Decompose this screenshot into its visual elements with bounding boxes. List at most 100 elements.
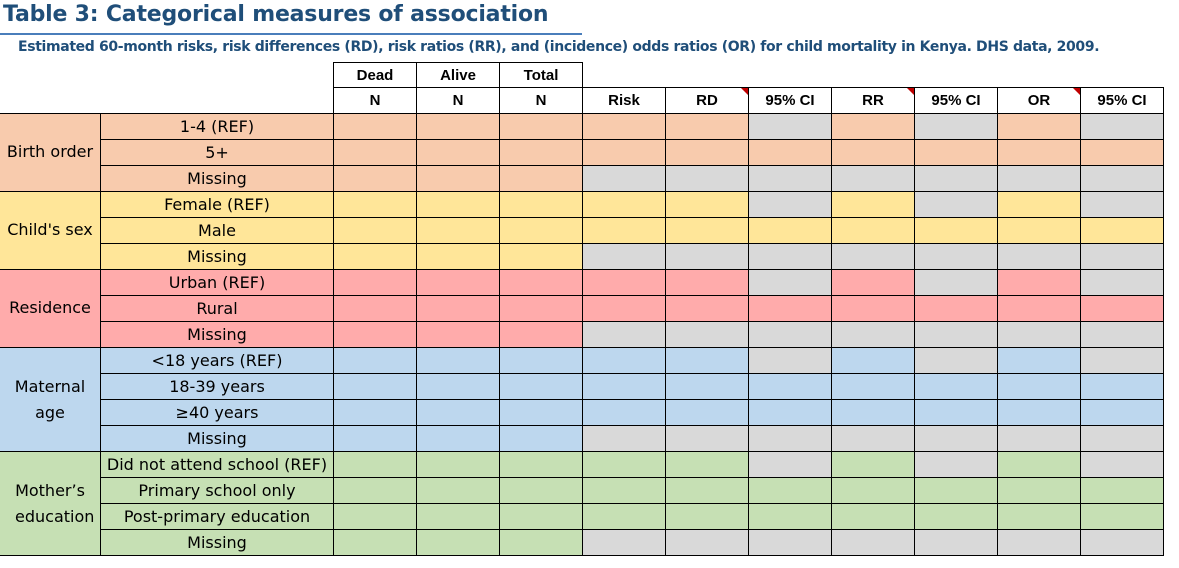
data-cell — [1080, 425, 1164, 453]
row-label: Missing — [100, 242, 334, 270]
data-cell — [1080, 190, 1164, 218]
data-cell — [831, 399, 915, 427]
data-cell — [1080, 373, 1164, 401]
row-label: Urban (REF) — [100, 268, 334, 296]
group-label-3: Maternal age — [0, 346, 101, 453]
data-cell — [416, 138, 500, 166]
data-cell — [416, 399, 500, 427]
row-label: Female (REF) — [100, 190, 334, 218]
data-cell — [665, 164, 749, 192]
data-cell — [416, 242, 500, 270]
row-label: Missing — [100, 425, 334, 453]
data-cell — [582, 294, 666, 322]
data-cell — [1080, 346, 1164, 374]
data-cell — [416, 425, 500, 453]
data-cell — [665, 529, 749, 557]
data-cell — [333, 477, 417, 505]
group-label-text: Residence — [9, 298, 91, 318]
row-label: 5+ — [100, 138, 334, 166]
data-cell — [665, 112, 749, 140]
data-cell — [748, 268, 832, 296]
data-cell — [914, 503, 998, 531]
data-cell — [1080, 294, 1164, 322]
data-cell — [416, 373, 500, 401]
comment-marker-icon — [907, 88, 914, 95]
data-cell — [416, 320, 500, 348]
data-cell — [333, 425, 417, 453]
header-col-3: Risk — [582, 87, 666, 114]
data-cell — [748, 242, 832, 270]
data-cell — [499, 451, 583, 479]
data-cell — [333, 294, 417, 322]
data-cell — [416, 503, 500, 531]
data-cell — [582, 373, 666, 401]
data-cell — [582, 503, 666, 531]
data-cell — [914, 190, 998, 218]
data-cell — [333, 529, 417, 557]
data-cell — [333, 268, 417, 296]
data-cell — [333, 503, 417, 531]
data-cell — [997, 346, 1081, 374]
data-cell — [1080, 451, 1164, 479]
data-cell — [831, 138, 915, 166]
table-subtitle: Estimated 60-month risks, risk differenc… — [18, 39, 1100, 55]
data-cell — [997, 399, 1081, 427]
data-cell — [914, 529, 998, 557]
row-label: 1-4 (REF) — [100, 112, 334, 140]
data-cell — [748, 346, 832, 374]
data-cell — [1080, 477, 1164, 505]
header-col-1: N — [416, 87, 500, 114]
header-dead: Dead — [333, 62, 417, 88]
data-cell — [997, 451, 1081, 479]
data-cell — [1080, 138, 1164, 166]
data-cell — [582, 190, 666, 218]
data-cell — [831, 190, 915, 218]
data-cell — [748, 190, 832, 218]
header-col-0: N — [333, 87, 417, 114]
data-cell — [665, 346, 749, 374]
data-cell — [582, 242, 666, 270]
data-cell — [1080, 399, 1164, 427]
data-cell — [499, 503, 583, 531]
data-cell — [416, 216, 500, 244]
data-cell — [499, 112, 583, 140]
data-cell — [1080, 164, 1164, 192]
row-label: Missing — [100, 164, 334, 192]
data-cell — [665, 320, 749, 348]
data-cell — [416, 268, 500, 296]
header-col-8: OR — [997, 87, 1081, 114]
data-cell — [665, 242, 749, 270]
data-cell — [831, 477, 915, 505]
data-cell — [499, 190, 583, 218]
group-label-text: Birth order — [6, 142, 94, 162]
data-cell — [333, 399, 417, 427]
data-cell — [1080, 503, 1164, 531]
data-cell — [997, 216, 1081, 244]
data-cell — [997, 373, 1081, 401]
data-cell — [831, 425, 915, 453]
data-cell — [997, 138, 1081, 166]
data-cell — [997, 164, 1081, 192]
data-cell — [748, 451, 832, 479]
data-cell — [748, 373, 832, 401]
data-cell — [831, 112, 915, 140]
data-cell — [748, 425, 832, 453]
page-title: Table 3: Categorical measures of associa… — [3, 2, 549, 27]
data-cell — [748, 399, 832, 427]
data-cell — [416, 477, 500, 505]
data-cell — [333, 112, 417, 140]
data-cell — [499, 399, 583, 427]
data-cell — [914, 320, 998, 348]
data-cell — [499, 320, 583, 348]
data-cell — [748, 529, 832, 557]
data-cell — [582, 451, 666, 479]
data-cell — [416, 529, 500, 557]
header-alive: Alive — [416, 62, 500, 88]
header-col-4: RD — [665, 87, 749, 114]
row-label: Post-primary education — [100, 503, 334, 531]
header-total: Total — [499, 62, 583, 88]
data-cell — [1080, 529, 1164, 557]
data-cell — [1080, 320, 1164, 348]
data-cell — [582, 529, 666, 557]
data-cell — [997, 503, 1081, 531]
